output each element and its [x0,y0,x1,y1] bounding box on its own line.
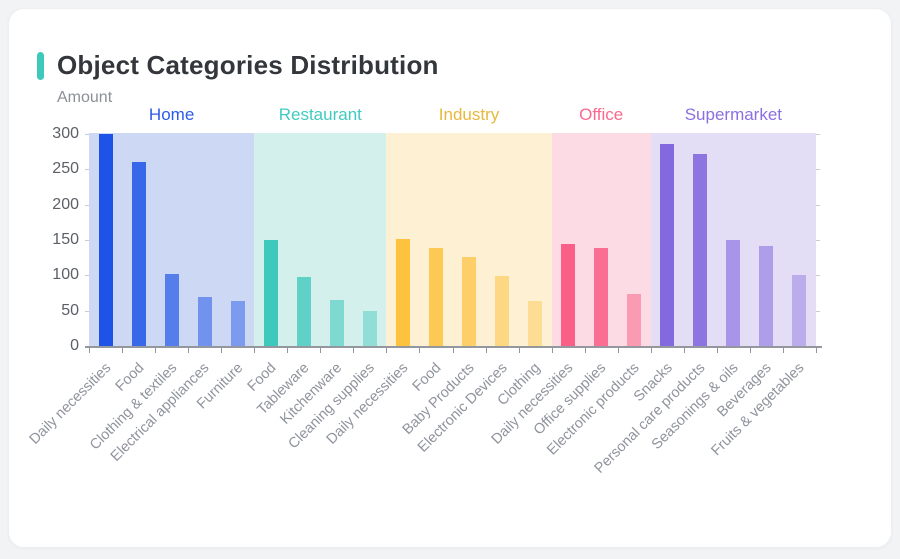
bar[interactable] [561,244,576,346]
x-axis-tick-mark [320,347,322,353]
y-axis-tick-label: 0 [70,337,79,354]
x-axis-tick-mark [287,347,289,353]
bar[interactable] [627,293,642,346]
x-axis-tick-mark [89,347,90,353]
y-axis-tick-mark-right [816,169,820,171]
x-axis-tick-mark [419,347,421,353]
y-axis-tick-label: 150 [52,231,79,248]
y-axis-tick-mark-right [816,310,820,312]
y-axis-tick-mark-right [816,240,820,241]
y-axis-tick-mark [85,310,89,312]
x-axis-tick-mark [683,347,685,353]
y-axis-tick-mark-right [816,204,820,206]
bar[interactable] [660,143,675,346]
x-axis-tick-mark [188,347,190,353]
x-axis-tick-mark [551,347,553,353]
bar[interactable] [792,274,807,346]
bar[interactable] [131,162,146,346]
group-label: Restaurant [278,105,362,124]
bar[interactable] [98,134,113,346]
bar[interactable] [362,310,377,346]
x-axis-tick-mark [650,347,652,353]
y-axis-tick-mark [85,275,89,277]
group-label: Industry [438,105,500,124]
x-axis-tick-mark [584,347,586,353]
bar[interactable] [164,273,179,346]
y-axis-tick-mark-right [816,134,820,135]
bar[interactable] [428,247,443,346]
x-axis-tick-mark [617,347,619,353]
bar[interactable] [495,276,510,346]
x-axis-line [85,346,822,348]
bar[interactable] [329,300,344,346]
chart-title: Object Categories Distribution [57,50,439,80]
bar[interactable] [395,239,410,346]
x-axis-tick-mark [782,347,784,353]
y-axis-tick-mark [85,204,89,206]
y-axis-tick-mark [85,169,89,171]
y-axis-tick-label: 300 [52,125,79,142]
chart-card: Object Categories Distribution Amount 0 5… [8,8,892,548]
bar[interactable] [263,240,278,346]
bar[interactable] [759,245,774,346]
bar[interactable] [528,301,543,346]
y-axis-name: Amount [57,89,113,106]
x-axis-tick-mark [816,347,817,353]
x-axis-tick-mark [122,347,124,353]
x-axis-tick-mark [155,347,157,353]
x-axis-tick-mark [353,347,355,353]
y-axis-tick-mark-right [816,275,820,277]
x-axis-tick-mark [485,347,487,353]
title-accent-bar [37,51,44,80]
y-axis-tick-mark [85,134,89,135]
x-axis-tick-mark [386,347,388,353]
x-axis-tick-mark [716,347,718,353]
bar[interactable] [197,297,212,346]
bar[interactable] [296,277,311,346]
y-axis-tick-label: 100 [52,266,79,284]
group-label: Supermarket [684,105,783,124]
y-axis-tick-label: 50 [61,301,79,319]
y-axis-tick-mark [85,240,89,241]
x-axis-tick-mark [221,347,223,353]
bar[interactable] [230,301,245,346]
group-label: Office [579,105,624,124]
bar[interactable] [726,240,741,346]
x-axis-tick-mark [749,347,751,353]
x-axis-tick-mark [254,347,256,353]
y-axis-tick-label: 250 [52,160,79,178]
bar[interactable] [462,256,477,346]
x-axis-tick-mark [518,347,520,353]
bar[interactable] [693,153,708,346]
x-axis-tick-mark [452,347,454,353]
y-axis-tick-label: 200 [52,195,79,213]
bar[interactable] [594,247,609,346]
title-row: Object Categories Distribution [37,50,439,81]
group-label: Home [148,105,195,124]
